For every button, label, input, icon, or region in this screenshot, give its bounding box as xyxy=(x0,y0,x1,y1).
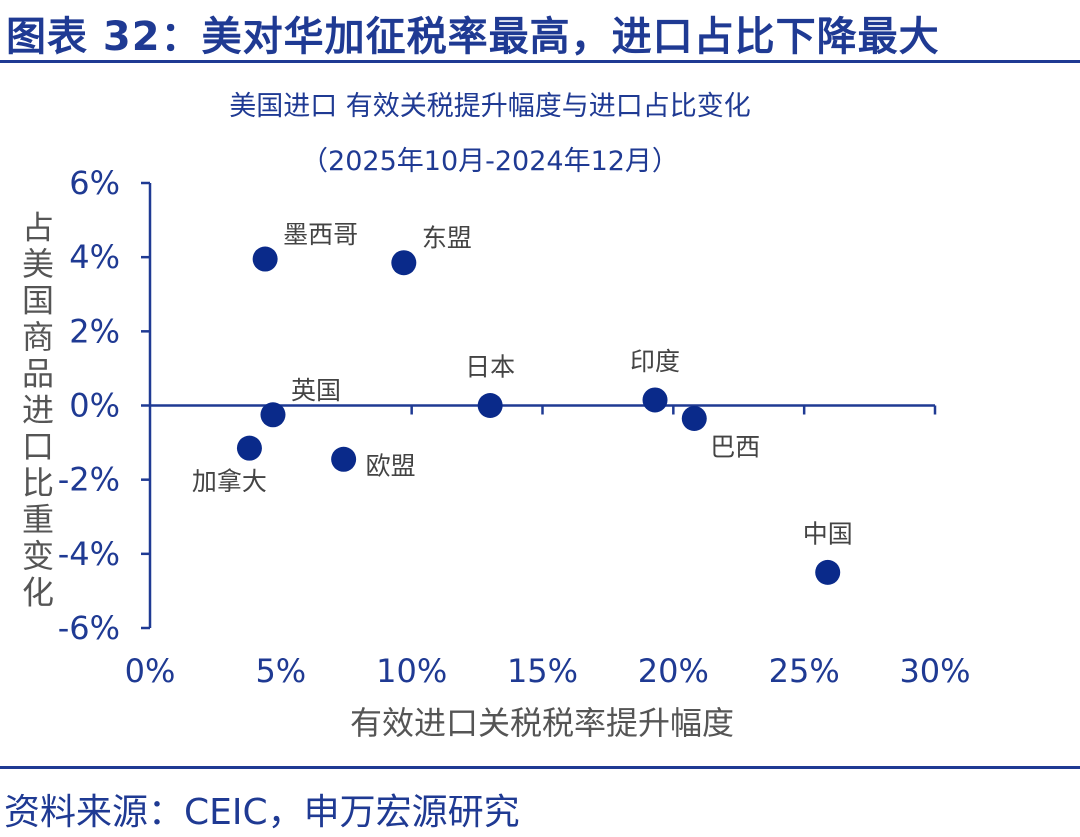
y-axis-label: 占美国商品进口比重变化 xyxy=(22,209,54,612)
source-rule xyxy=(0,766,1080,769)
scatter-point xyxy=(815,559,841,585)
y-tick-label: -4% xyxy=(58,535,120,573)
point-label: 中国 xyxy=(803,519,853,548)
point-label: 加拿大 xyxy=(192,467,267,496)
scatter-point xyxy=(477,393,503,418)
x-tick-label: 15% xyxy=(507,652,578,690)
x-axis-label: 有效进口关税税率提升幅度 xyxy=(350,704,734,742)
y-tick-label: 6% xyxy=(69,164,120,202)
scatter-chart: 美国进口 有效关税提升幅度与进口占比变化 （2025年10月-2024年12月）… xyxy=(22,91,971,742)
title-rule xyxy=(0,60,1080,63)
point-label: 英国 xyxy=(291,376,341,405)
point-label: 欧盟 xyxy=(366,451,416,480)
x-tick-label: 10% xyxy=(376,652,447,690)
y-tick-label: 4% xyxy=(69,238,120,276)
figure-title: 图表 32：美对华加征税率最高，进口占比下降最大 xyxy=(6,14,940,60)
x-tick-label: 5% xyxy=(255,652,306,690)
x-tick-label: 30% xyxy=(899,652,970,690)
point-label: 巴西 xyxy=(710,432,760,461)
scatter-point xyxy=(391,250,417,276)
point-label: 墨西哥 xyxy=(283,220,358,249)
y-tick-label: 2% xyxy=(69,312,120,350)
chart-subtitle: （2025年10月-2024年12月） xyxy=(301,146,679,177)
y-tick-label: 0% xyxy=(69,387,120,425)
scatter-point xyxy=(642,387,668,413)
scatter-point xyxy=(681,405,707,431)
source-note: 资料来源：CEIC，申万宏源研究 xyxy=(4,792,520,833)
x-tick-label: 20% xyxy=(638,652,709,690)
scatter-point xyxy=(236,435,262,461)
point-label: 印度 xyxy=(630,347,680,376)
y-tick-label: -6% xyxy=(58,609,120,647)
point-label: 日本 xyxy=(465,353,515,382)
chart-title: 美国进口 有效关税提升幅度与进口占比变化 xyxy=(229,91,751,122)
scatter-point xyxy=(331,446,357,472)
x-tick-label: 25% xyxy=(769,652,840,690)
scatter-point xyxy=(260,402,286,428)
y-tick-label: -2% xyxy=(58,461,120,499)
x-tick-label: 0% xyxy=(125,652,176,690)
scatter-point xyxy=(252,246,278,272)
point-label: 东盟 xyxy=(422,224,472,253)
